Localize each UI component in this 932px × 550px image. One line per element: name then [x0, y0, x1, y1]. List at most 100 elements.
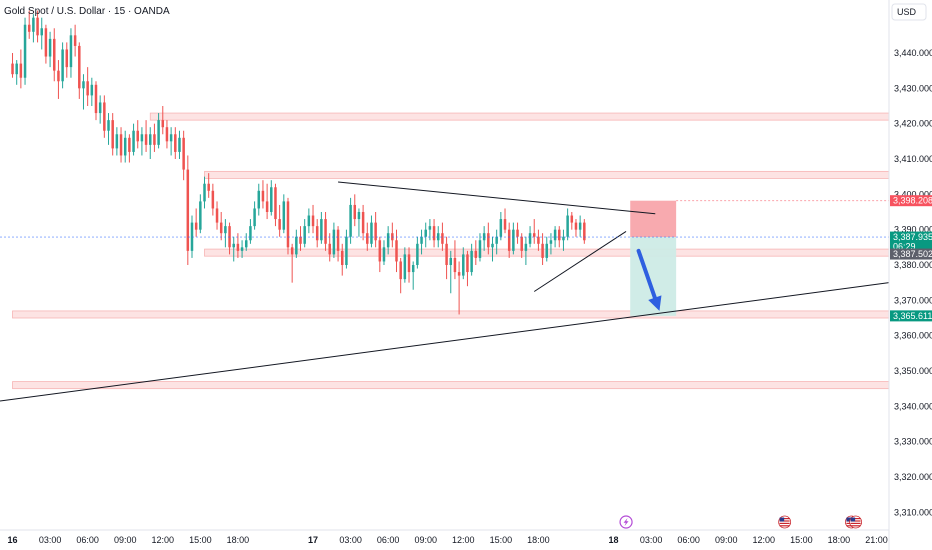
- candle-body: [107, 120, 110, 131]
- candle-body: [86, 81, 89, 96]
- candle-body: [466, 254, 469, 273]
- stop-loss-box: [630, 200, 677, 238]
- zone-0: [149, 112, 890, 121]
- time-axis[interactable]: 16 03:00 06:00 09:00 12:00 15:00 18:00 17 03:00 0…: [0, 529, 889, 545]
- candle-body: [274, 187, 277, 220]
- flag-stripe: [779, 520, 790, 522]
- price-tag-countdown: 06:29: [893, 242, 916, 252]
- candle-body: [203, 183, 206, 202]
- price-tick-label: 3,350.000: [894, 366, 932, 376]
- flag-stripe: [779, 522, 790, 524]
- candle-body: [537, 236, 540, 244]
- candle-body: [278, 219, 281, 230]
- arrow-shaft: [636, 248, 657, 300]
- candle-body: [345, 236, 348, 265]
- price-tick-label: 3,360.000: [894, 331, 932, 341]
- candle-body: [303, 226, 306, 244]
- flag-stripe: [850, 522, 861, 524]
- candle-body: [503, 219, 507, 230]
- candle-body: [424, 229, 427, 237]
- candle-body: [253, 208, 256, 227]
- candle-body: [457, 272, 461, 276]
- price-tag-gray: 3,387.502: [890, 248, 932, 260]
- us-flag-icon: [778, 515, 792, 529]
- candle-body: [315, 226, 319, 241]
- candle-body: [436, 233, 440, 241]
- chart-title: Gold Spot / U.S. Dollar · 15 · OANDA: [4, 6, 170, 17]
- candle-body: [132, 130, 135, 152]
- candle-body: [549, 240, 553, 244]
- flag-canton: [846, 517, 851, 522]
- zone-4: [12, 381, 890, 390]
- candle-body: [295, 236, 298, 255]
- price-tag-target: 3,365.611: [890, 310, 932, 322]
- time-tick-label: 09:00: [114, 535, 137, 545]
- candle-body: [366, 233, 369, 244]
- candle-body: [532, 233, 536, 237]
- candle-body: [374, 222, 377, 241]
- price-tick-label: 3,410.000: [894, 154, 932, 164]
- time-tick-label: 03:00: [339, 535, 362, 545]
- candle-body: [420, 236, 423, 244]
- candle-body: [507, 229, 511, 251]
- candle-body: [474, 250, 478, 258]
- candle-body: [528, 233, 532, 244]
- candle-body: [44, 28, 48, 57]
- candle-body: [286, 201, 290, 248]
- candle-body: [432, 226, 436, 241]
- time-tick-label: 15:00: [490, 535, 513, 545]
- candle-body: [27, 24, 31, 32]
- candle-body: [244, 240, 248, 248]
- candle-body: [399, 261, 402, 280]
- candle-body: [48, 38, 52, 57]
- price-tick-label: 3,380.000: [894, 260, 932, 270]
- candle-body: [240, 247, 244, 251]
- candle-body: [487, 233, 490, 248]
- currency-button[interactable]: [891, 3, 927, 21]
- time-tick-label: 18: [609, 535, 619, 545]
- candle-body: [136, 130, 139, 142]
- candle-body: [512, 229, 515, 251]
- price-tick-label: 3,370.000: [894, 295, 932, 305]
- candle-body: [328, 243, 331, 255]
- price-axis[interactable]: USD 3,440.000 3,430.000 3,420.000 3,410.000…: [888, 0, 932, 550]
- zone-3: [12, 310, 890, 319]
- candle-body: [495, 236, 498, 244]
- price-tag-background: [890, 248, 932, 260]
- candle-body: [178, 137, 181, 152]
- candle-body: [349, 204, 352, 237]
- candle-body: [382, 247, 386, 262]
- candle-body: [357, 212, 361, 220]
- candle-body: [516, 229, 519, 237]
- candle-body: [324, 219, 327, 244]
- candle-body: [249, 226, 252, 241]
- trendlines[interactable]: [0, 181, 890, 402]
- price-tag-background: [890, 195, 932, 207]
- candle-body: [90, 84, 94, 96]
- time-tick-label: 18:00: [527, 535, 550, 545]
- candle-body: [428, 226, 432, 230]
- time-tick-label: 06:00: [677, 535, 700, 545]
- candle-body: [236, 243, 240, 251]
- candle-body: [261, 190, 265, 202]
- price-tick-label: 3,390.000: [894, 225, 932, 235]
- candle-body: [336, 229, 340, 251]
- time-tick-label: 03:00: [39, 535, 62, 545]
- candle-body: [190, 222, 194, 251]
- candle-body: [583, 222, 586, 241]
- price-tick-label: 3,340.000: [894, 401, 932, 411]
- candles: [11, 10, 586, 315]
- candle-body: [144, 134, 148, 145]
- time-tick-label: 12:00: [152, 535, 175, 545]
- time-tick-label: 12:00: [452, 535, 475, 545]
- arrow-annotation[interactable]: [636, 248, 662, 311]
- price-tick-labels: 3,440.000 3,430.000 3,420.000 3,410.000 3,40…: [894, 48, 932, 517]
- candle-body: [57, 70, 60, 82]
- candle-body: [199, 201, 202, 230]
- time-tick-label: 03:00: [640, 535, 663, 545]
- flag-stripe: [779, 525, 790, 527]
- candle-body: [265, 201, 269, 212]
